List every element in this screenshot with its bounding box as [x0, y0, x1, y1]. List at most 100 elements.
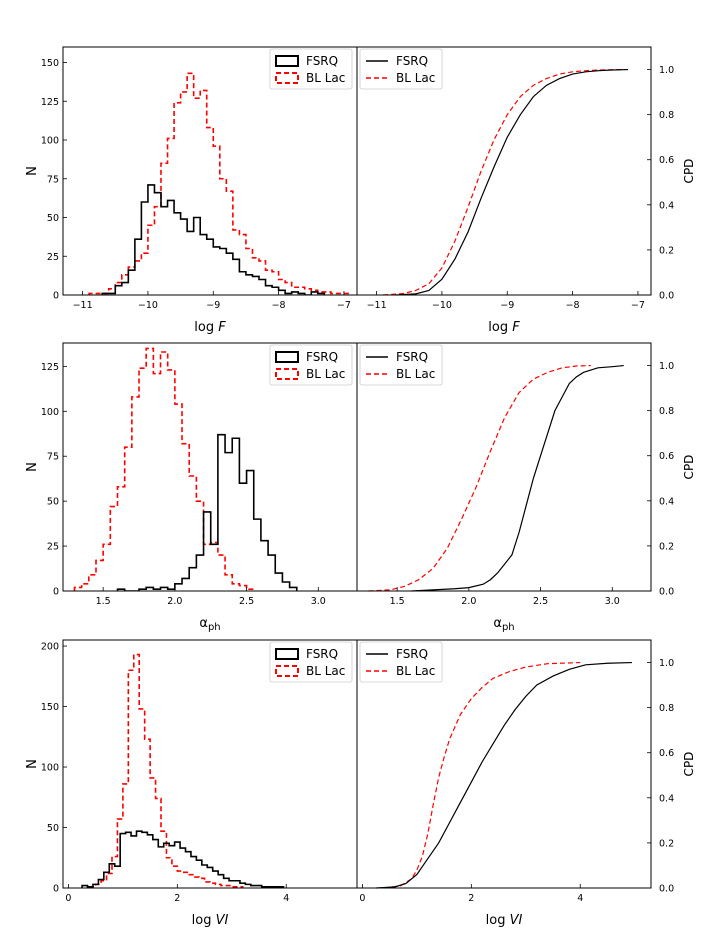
x-tick-label: 1.5 — [390, 596, 405, 607]
legend-bllac-swatch — [275, 368, 299, 380]
x-tick-label: −8 — [272, 300, 286, 311]
legend-fsrq-label: FSRQ — [396, 350, 428, 364]
bllac-histogram — [89, 653, 244, 888]
x-tick-label: −9 — [500, 300, 514, 311]
legend-fsrq-label: FSRQ — [396, 647, 428, 661]
y-tick-label: 0.4 — [659, 200, 674, 211]
y-tick-label: 0 — [53, 884, 59, 895]
y-tick-label: 0.0 — [659, 291, 674, 302]
y-tick-label: 75 — [47, 452, 59, 463]
x-tick-label: 2 — [468, 893, 474, 904]
cdf-panel-1: 0.0 0.2 0.4 0.6 0.8 1.0 −11 −10 −9 −8 −7 CPD log F FS… — [356, 46, 696, 335]
x-axis-label-var: VI — [216, 913, 229, 928]
x-axis-label-main: log — [192, 913, 216, 928]
fsrq-histogram — [101, 184, 326, 295]
x-tick-label: 3.0 — [605, 596, 620, 607]
legend: FSRQ BL Lac — [359, 641, 443, 683]
x-axis-label-main: log — [486, 913, 510, 928]
legend-frame — [269, 641, 353, 683]
x-tick-label: −7 — [631, 300, 645, 311]
x-axis-label: αph — [493, 616, 514, 633]
y-tick-label: 0.8 — [659, 703, 674, 714]
legend: FSRQ BL Lac — [269, 48, 353, 90]
fsrq-cdf-line — [396, 68, 629, 296]
legend-fsrq-swatch — [275, 351, 299, 363]
x-axis-label: log F — [488, 320, 520, 335]
bllac-cdf-line — [384, 661, 581, 889]
y-tick-label: 0.4 — [659, 496, 674, 507]
y-tick-label: 1.0 — [659, 658, 674, 669]
y-tick-label: 50 — [47, 213, 59, 224]
legend-frame — [359, 641, 443, 683]
legend-frame — [269, 48, 353, 90]
x-axis-label-main: α — [199, 616, 208, 631]
y-tick-label: 0 — [53, 587, 59, 598]
y-tick-label: 75 — [47, 174, 59, 185]
legend: FSRQ BL Lac — [359, 48, 443, 90]
x-axis-label-main: log — [488, 320, 512, 335]
x-tick-label: −10 — [432, 300, 452, 311]
cdf-axis-label: CPD — [682, 455, 696, 480]
y-tick-label: 1.0 — [659, 361, 674, 372]
y-axis-label: N — [25, 166, 40, 176]
x-axis-label-var: VI — [510, 913, 523, 928]
bllac-histogram — [88, 72, 352, 295]
y-tick-label: 150 — [41, 58, 59, 69]
cdf-panel-2: 0.0 0.2 0.4 0.6 0.8 1.0 1.5 2.0 2.5 3.0 CPD αph FSRQ… — [356, 342, 696, 633]
axes-frame — [356, 639, 652, 889]
cdf-axis-label: CPD — [682, 752, 696, 777]
y-tick-label: 0.8 — [659, 110, 674, 121]
y-tick-label: 125 — [41, 362, 59, 373]
x-axis-label: log VI — [192, 913, 229, 928]
legend-fsrq-swatch — [275, 55, 299, 67]
y-tick-label: 0.0 — [659, 884, 674, 895]
x-tick-label: 2 — [174, 893, 180, 904]
legend-fsrq-label: FSRQ — [306, 647, 338, 661]
legend-bllac-label: BL Lac — [306, 71, 345, 85]
fsrq-histogram — [116, 433, 298, 591]
x-axis-label-main: log — [194, 320, 218, 335]
legend-bllac-label: BL Lac — [306, 367, 345, 381]
legend-fsrq-swatch — [275, 648, 299, 660]
bllac-histogram — [73, 347, 255, 591]
x-tick-label: 4 — [577, 893, 583, 904]
y-tick-label: 25 — [47, 252, 59, 263]
x-tick-label: 2.0 — [461, 596, 476, 607]
y-tick-label: 0.2 — [659, 541, 674, 552]
legend-bllac-label: BL Lac — [396, 367, 435, 381]
y-axis-label: N — [25, 462, 40, 472]
y-tick-label: 125 — [41, 97, 59, 108]
legend-bllac-label: BL Lac — [396, 71, 435, 85]
legend-frame — [359, 48, 443, 90]
axes-frame — [356, 342, 652, 592]
x-tick-label: 0 — [359, 893, 365, 904]
legend-fsrq-label: FSRQ — [306, 54, 338, 68]
y-tick-label: 100 — [41, 136, 59, 147]
x-tick-label: 3.0 — [311, 596, 326, 607]
y-axis-label: N — [25, 759, 40, 769]
x-tick-label: 4 — [283, 893, 289, 904]
x-tick-label: 2.0 — [167, 596, 182, 607]
axes-frame — [356, 46, 652, 296]
fsrq-histogram — [81, 830, 285, 888]
legend-frame — [269, 344, 353, 386]
y-tick-label: 0.2 — [659, 838, 674, 849]
legend-bllac-swatch — [275, 665, 299, 677]
legend-bllac-label: BL Lac — [306, 664, 345, 678]
legend: FSRQ BL Lac — [359, 344, 443, 386]
x-axis-label-main: α — [493, 616, 502, 631]
x-tick-label: −8 — [566, 300, 580, 311]
x-tick-label: −11 — [73, 300, 93, 311]
y-tick-label: 0.0 — [659, 587, 674, 598]
y-tick-label: 50 — [47, 823, 59, 834]
x-tick-label: −11 — [367, 300, 387, 311]
legend-bllac-label: BL Lac — [396, 664, 435, 678]
x-axis-label: log VI — [486, 913, 523, 928]
legend: FSRQ BL Lac — [269, 641, 353, 683]
x-tick-label: 2.5 — [239, 596, 254, 607]
x-tick-label: 2.5 — [533, 596, 548, 607]
x-tick-label: −7 — [337, 300, 351, 311]
